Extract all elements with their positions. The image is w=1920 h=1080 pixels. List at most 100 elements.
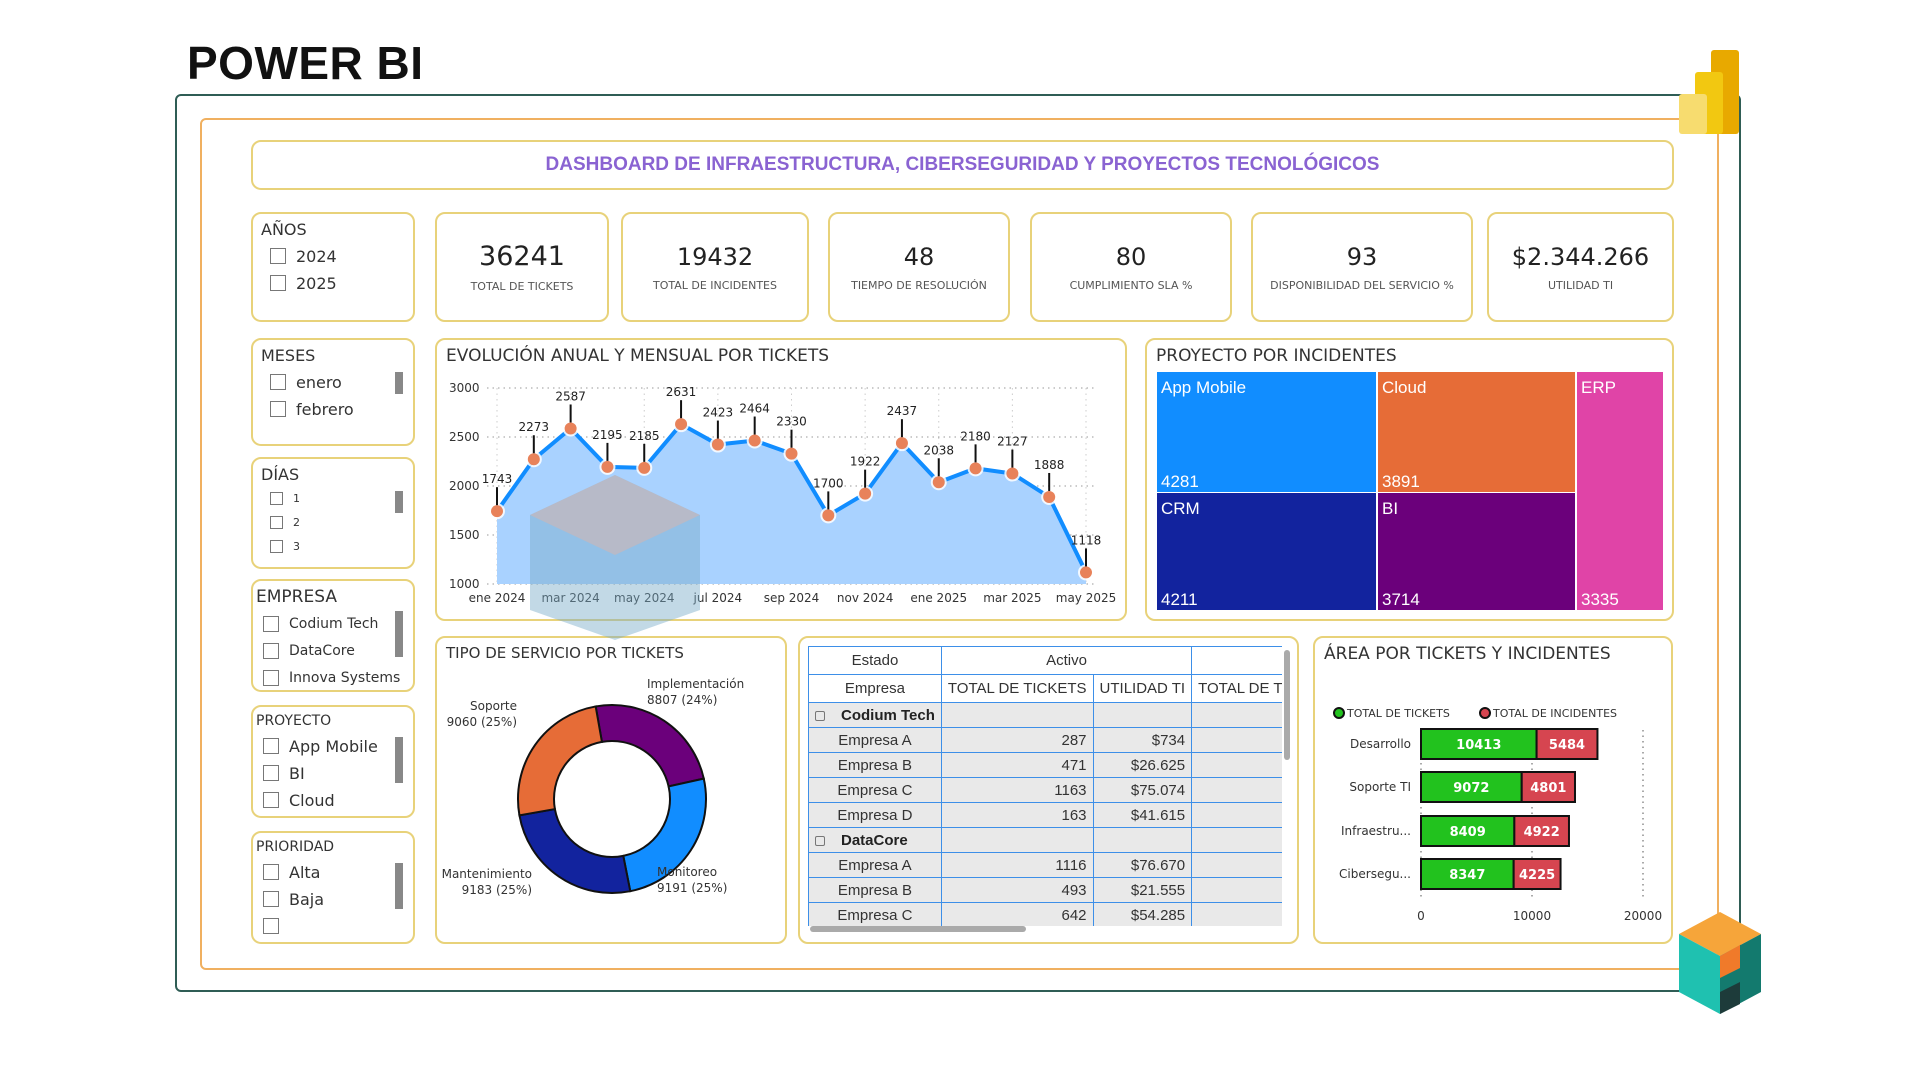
slicer-option[interactable]: 3: [270, 536, 413, 556]
bar-segment[interactable]: [1420, 771, 1523, 803]
checkbox[interactable]: [263, 792, 279, 808]
bar-segment[interactable]: [1420, 815, 1516, 847]
slicer-option[interactable]: Cloud: [263, 790, 413, 810]
slicer-option[interactable]: 2: [270, 512, 413, 532]
column-header[interactable]: UTILIDAD TI: [1092, 674, 1193, 703]
checkbox[interactable]: [263, 738, 279, 754]
data-point[interactable]: [1080, 566, 1092, 579]
bar-segment[interactable]: [1513, 815, 1570, 847]
slicer-option[interactable]: 1: [270, 488, 413, 508]
slicer-scrollbar[interactable]: [395, 863, 403, 909]
slicer-option[interactable]: 2024: [270, 246, 413, 266]
column-header[interactable]: TOTAL DE TICKETS: [940, 674, 1094, 703]
treemap-tile[interactable]: BI 3714: [1378, 493, 1575, 610]
donut-slice[interactable]: [517, 705, 604, 817]
column-header[interactable]: Empresa: [808, 674, 942, 703]
group-row[interactable]: Codium Tech: [808, 702, 1282, 728]
bar-segment[interactable]: [1420, 728, 1538, 760]
table-cell: $41.615: [1092, 802, 1193, 828]
data-point[interactable]: [711, 438, 724, 451]
data-point[interactable]: [527, 453, 540, 466]
slicer-option[interactable]: Innova Systems: [263, 668, 413, 688]
horizontal-scrollbar[interactable]: [810, 926, 1026, 932]
table-row[interactable]: Empresa C 1163 $75.074: [808, 777, 1282, 803]
slicer-option-label: App Mobile: [289, 736, 378, 756]
slicer-scrollbar[interactable]: [395, 491, 403, 513]
slicer-option[interactable]: DataCore: [263, 641, 413, 661]
data-point[interactable]: [491, 505, 503, 518]
bar-segment[interactable]: [1520, 771, 1576, 803]
checkbox[interactable]: [263, 864, 279, 880]
checkbox[interactable]: [270, 539, 283, 553]
slicer-option[interactable]: App Mobile: [263, 736, 413, 756]
slicer-option[interactable]: Alta: [263, 862, 413, 882]
slicer-scrollbar[interactable]: [395, 737, 403, 783]
donut-slice[interactable]: [594, 704, 705, 788]
treemap-tile[interactable]: ERP 3335: [1577, 372, 1663, 610]
checkbox[interactable]: [270, 374, 286, 390]
column-header[interactable]: Estado: [808, 646, 942, 675]
checkbox[interactable]: [270, 401, 286, 417]
treemap-tile[interactable]: Cloud 3891: [1378, 372, 1575, 492]
checkbox[interactable]: [263, 918, 279, 934]
data-point[interactable]: [675, 418, 688, 431]
column-header[interactable]: C: [1191, 646, 1282, 675]
table-row[interactable]: Empresa A 1116 $76.670: [808, 852, 1282, 878]
data-point[interactable]: [895, 437, 908, 450]
table-row[interactable]: Empresa B 493 $21.555: [808, 877, 1282, 903]
data-point[interactable]: [601, 460, 614, 473]
table-row[interactable]: Empresa C 642 $54.285: [808, 902, 1282, 926]
checkbox[interactable]: [263, 765, 279, 781]
vertical-scrollbar[interactable]: [1284, 650, 1290, 760]
table-row[interactable]: Empresa D 163 $41.615: [808, 802, 1282, 828]
checkbox[interactable]: [270, 491, 283, 505]
slicer-option[interactable]: febrero: [270, 399, 413, 419]
checkbox[interactable]: [263, 616, 279, 632]
data-point[interactable]: [1043, 490, 1056, 503]
collapse-icon[interactable]: [815, 835, 825, 846]
data-point[interactable]: [969, 462, 982, 475]
group-row[interactable]: DataCore: [808, 827, 1282, 853]
bar-segment[interactable]: [1535, 728, 1599, 760]
data-point[interactable]: [564, 422, 577, 435]
donut-chart[interactable]: Implementación 8807 (24%) Monitoreo 9191 (2…: [437, 638, 789, 946]
data-point[interactable]: [932, 476, 945, 489]
slicer-option[interactable]: 2025: [270, 273, 413, 293]
data-point[interactable]: [859, 487, 872, 500]
slicer-scrollbar[interactable]: [395, 372, 403, 394]
line-chart[interactable]: 3000 2500 2000 1500 1000 1743 2273 2587 2195 2185…: [437, 340, 1129, 623]
slicer-scrollbar[interactable]: [395, 611, 403, 657]
column-header[interactable]: Activo: [940, 646, 1193, 675]
slicer-option[interactable]: Baja: [263, 889, 413, 909]
slicer-option[interactable]: [263, 916, 413, 936]
data-label: 2195: [592, 428, 623, 442]
bar-segment[interactable]: [1420, 858, 1515, 890]
slicer-option[interactable]: Codium Tech: [263, 614, 413, 634]
treemap-tile[interactable]: CRM 4211: [1157, 493, 1376, 610]
bar-chart[interactable]: TOTAL DE TICKETS TOTAL DE INCIDENTES 0 1000…: [1315, 638, 1675, 946]
slicer-option[interactable]: enero: [270, 372, 413, 392]
data-point[interactable]: [785, 447, 798, 460]
table-row[interactable]: Empresa A 287 $734: [808, 727, 1282, 753]
checkbox[interactable]: [270, 275, 286, 291]
checkbox[interactable]: [263, 670, 279, 686]
table-row[interactable]: Empresa B 471 $26.625: [808, 752, 1282, 778]
table-cell: $734: [1092, 727, 1193, 753]
data-point[interactable]: [638, 461, 651, 474]
checkbox[interactable]: [270, 248, 286, 264]
treemap-tile-name: Cloud: [1382, 378, 1427, 397]
column-header[interactable]: TOTAL DE TIC: [1191, 674, 1282, 703]
checkbox[interactable]: [270, 515, 283, 529]
data-point[interactable]: [822, 509, 835, 522]
table-cell: 287: [940, 727, 1094, 753]
checkbox[interactable]: [263, 643, 279, 659]
slicer-option[interactable]: BI: [263, 763, 413, 783]
data-point[interactable]: [748, 434, 761, 447]
data-point[interactable]: [1006, 467, 1019, 480]
bar-segment[interactable]: [1512, 858, 1562, 890]
treemap-tile[interactable]: App Mobile 4281: [1157, 372, 1376, 492]
collapse-icon[interactable]: [815, 710, 825, 721]
checkbox[interactable]: [263, 891, 279, 907]
donut-slice[interactable]: [518, 807, 632, 894]
donut-title: TIPO DE SERVICIO POR TICKETS: [446, 644, 684, 662]
